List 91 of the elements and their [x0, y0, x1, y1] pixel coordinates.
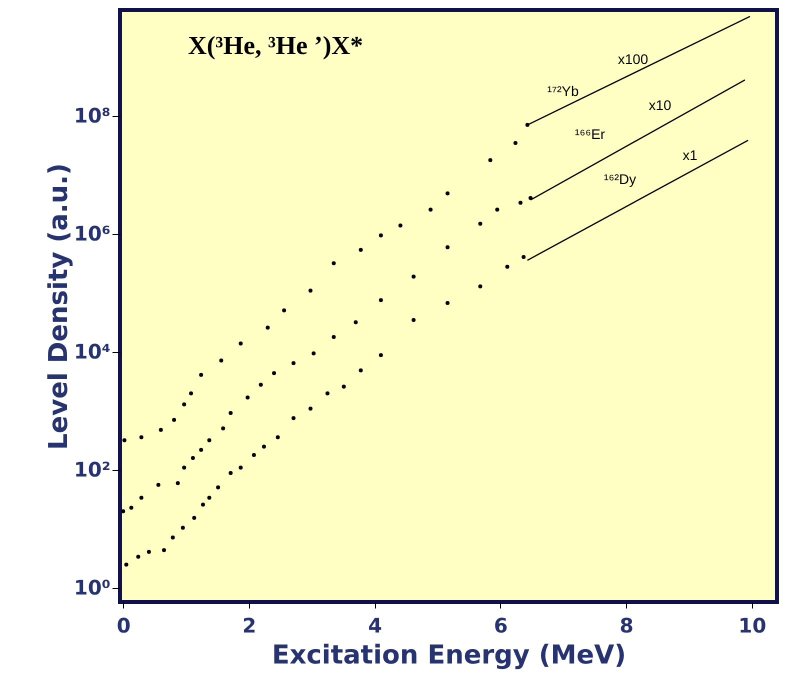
point — [513, 141, 518, 146]
point — [495, 208, 500, 212]
point — [446, 300, 450, 305]
y-tick-label: 10² — [74, 458, 110, 482]
point — [308, 406, 312, 411]
point — [158, 428, 163, 432]
point — [378, 298, 383, 302]
point — [342, 384, 346, 389]
point — [156, 482, 160, 487]
point — [182, 466, 186, 470]
point — [219, 358, 224, 363]
point — [478, 222, 482, 226]
point — [292, 361, 296, 366]
point — [446, 245, 450, 250]
point — [332, 261, 336, 266]
x-axis-title: Excitation Energy (MeV) — [272, 640, 626, 670]
annotation: ¹⁶⁶Er — [574, 126, 606, 142]
point — [139, 435, 144, 440]
point — [412, 318, 416, 322]
point — [200, 502, 205, 507]
point — [124, 562, 128, 567]
point — [518, 200, 522, 205]
x-tick-label: 8 — [620, 614, 634, 638]
y-tick-label: 10⁶ — [74, 222, 110, 246]
point — [122, 438, 126, 442]
annotation: x1 — [682, 147, 698, 163]
point — [228, 471, 233, 476]
point — [378, 353, 383, 358]
x-tick-label: 6 — [494, 614, 508, 638]
point — [262, 444, 266, 449]
y-tick-label: 10⁸ — [74, 104, 110, 128]
point — [176, 481, 180, 486]
point — [139, 496, 144, 500]
annotation: x100 — [618, 51, 648, 67]
point — [121, 509, 126, 514]
point — [238, 466, 243, 470]
point — [146, 550, 151, 554]
point — [172, 418, 176, 422]
point — [182, 402, 186, 406]
point — [129, 506, 134, 510]
point — [189, 391, 194, 396]
annotation: ¹⁷²Yb — [547, 83, 579, 99]
point — [325, 391, 330, 396]
point — [180, 526, 185, 530]
point — [358, 248, 363, 252]
point — [282, 308, 286, 312]
point — [276, 435, 280, 440]
point — [162, 548, 166, 552]
point — [478, 284, 482, 288]
point — [246, 395, 250, 400]
point — [192, 516, 196, 520]
x-tick-label: 2 — [242, 614, 256, 638]
point — [428, 208, 433, 212]
y-tick-label: 10⁴ — [74, 340, 110, 364]
point — [308, 288, 312, 293]
point — [136, 554, 140, 559]
point — [525, 122, 530, 127]
point — [228, 410, 233, 415]
point — [190, 456, 195, 460]
point — [238, 341, 243, 346]
point — [412, 274, 416, 279]
point — [207, 438, 212, 442]
point — [216, 485, 220, 490]
point — [207, 496, 212, 500]
point — [488, 158, 492, 162]
point — [354, 320, 358, 324]
point — [221, 426, 226, 430]
text: X(³He, ³He ’)X* — [188, 31, 364, 60]
point — [272, 371, 276, 376]
point — [446, 191, 450, 196]
point — [332, 335, 336, 340]
point — [398, 224, 402, 228]
point — [170, 535, 175, 540]
point — [312, 351, 316, 356]
y-tick-label: 10⁰ — [74, 576, 110, 600]
x-tick-label: 0 — [116, 614, 131, 638]
point — [378, 233, 383, 238]
point — [199, 372, 204, 377]
point — [358, 368, 363, 372]
point — [505, 264, 510, 269]
annotation: ¹⁶²Dy — [604, 171, 636, 187]
point — [522, 254, 526, 259]
point — [258, 382, 263, 387]
point — [292, 416, 296, 420]
y-axis-title: Level Density (a.u.) — [44, 163, 74, 450]
point — [199, 448, 204, 452]
point — [252, 453, 256, 458]
x-tick-label: 10 — [738, 614, 766, 638]
point — [266, 326, 270, 330]
x-tick-label: 4 — [368, 614, 382, 638]
annotation: x10 — [648, 97, 672, 113]
